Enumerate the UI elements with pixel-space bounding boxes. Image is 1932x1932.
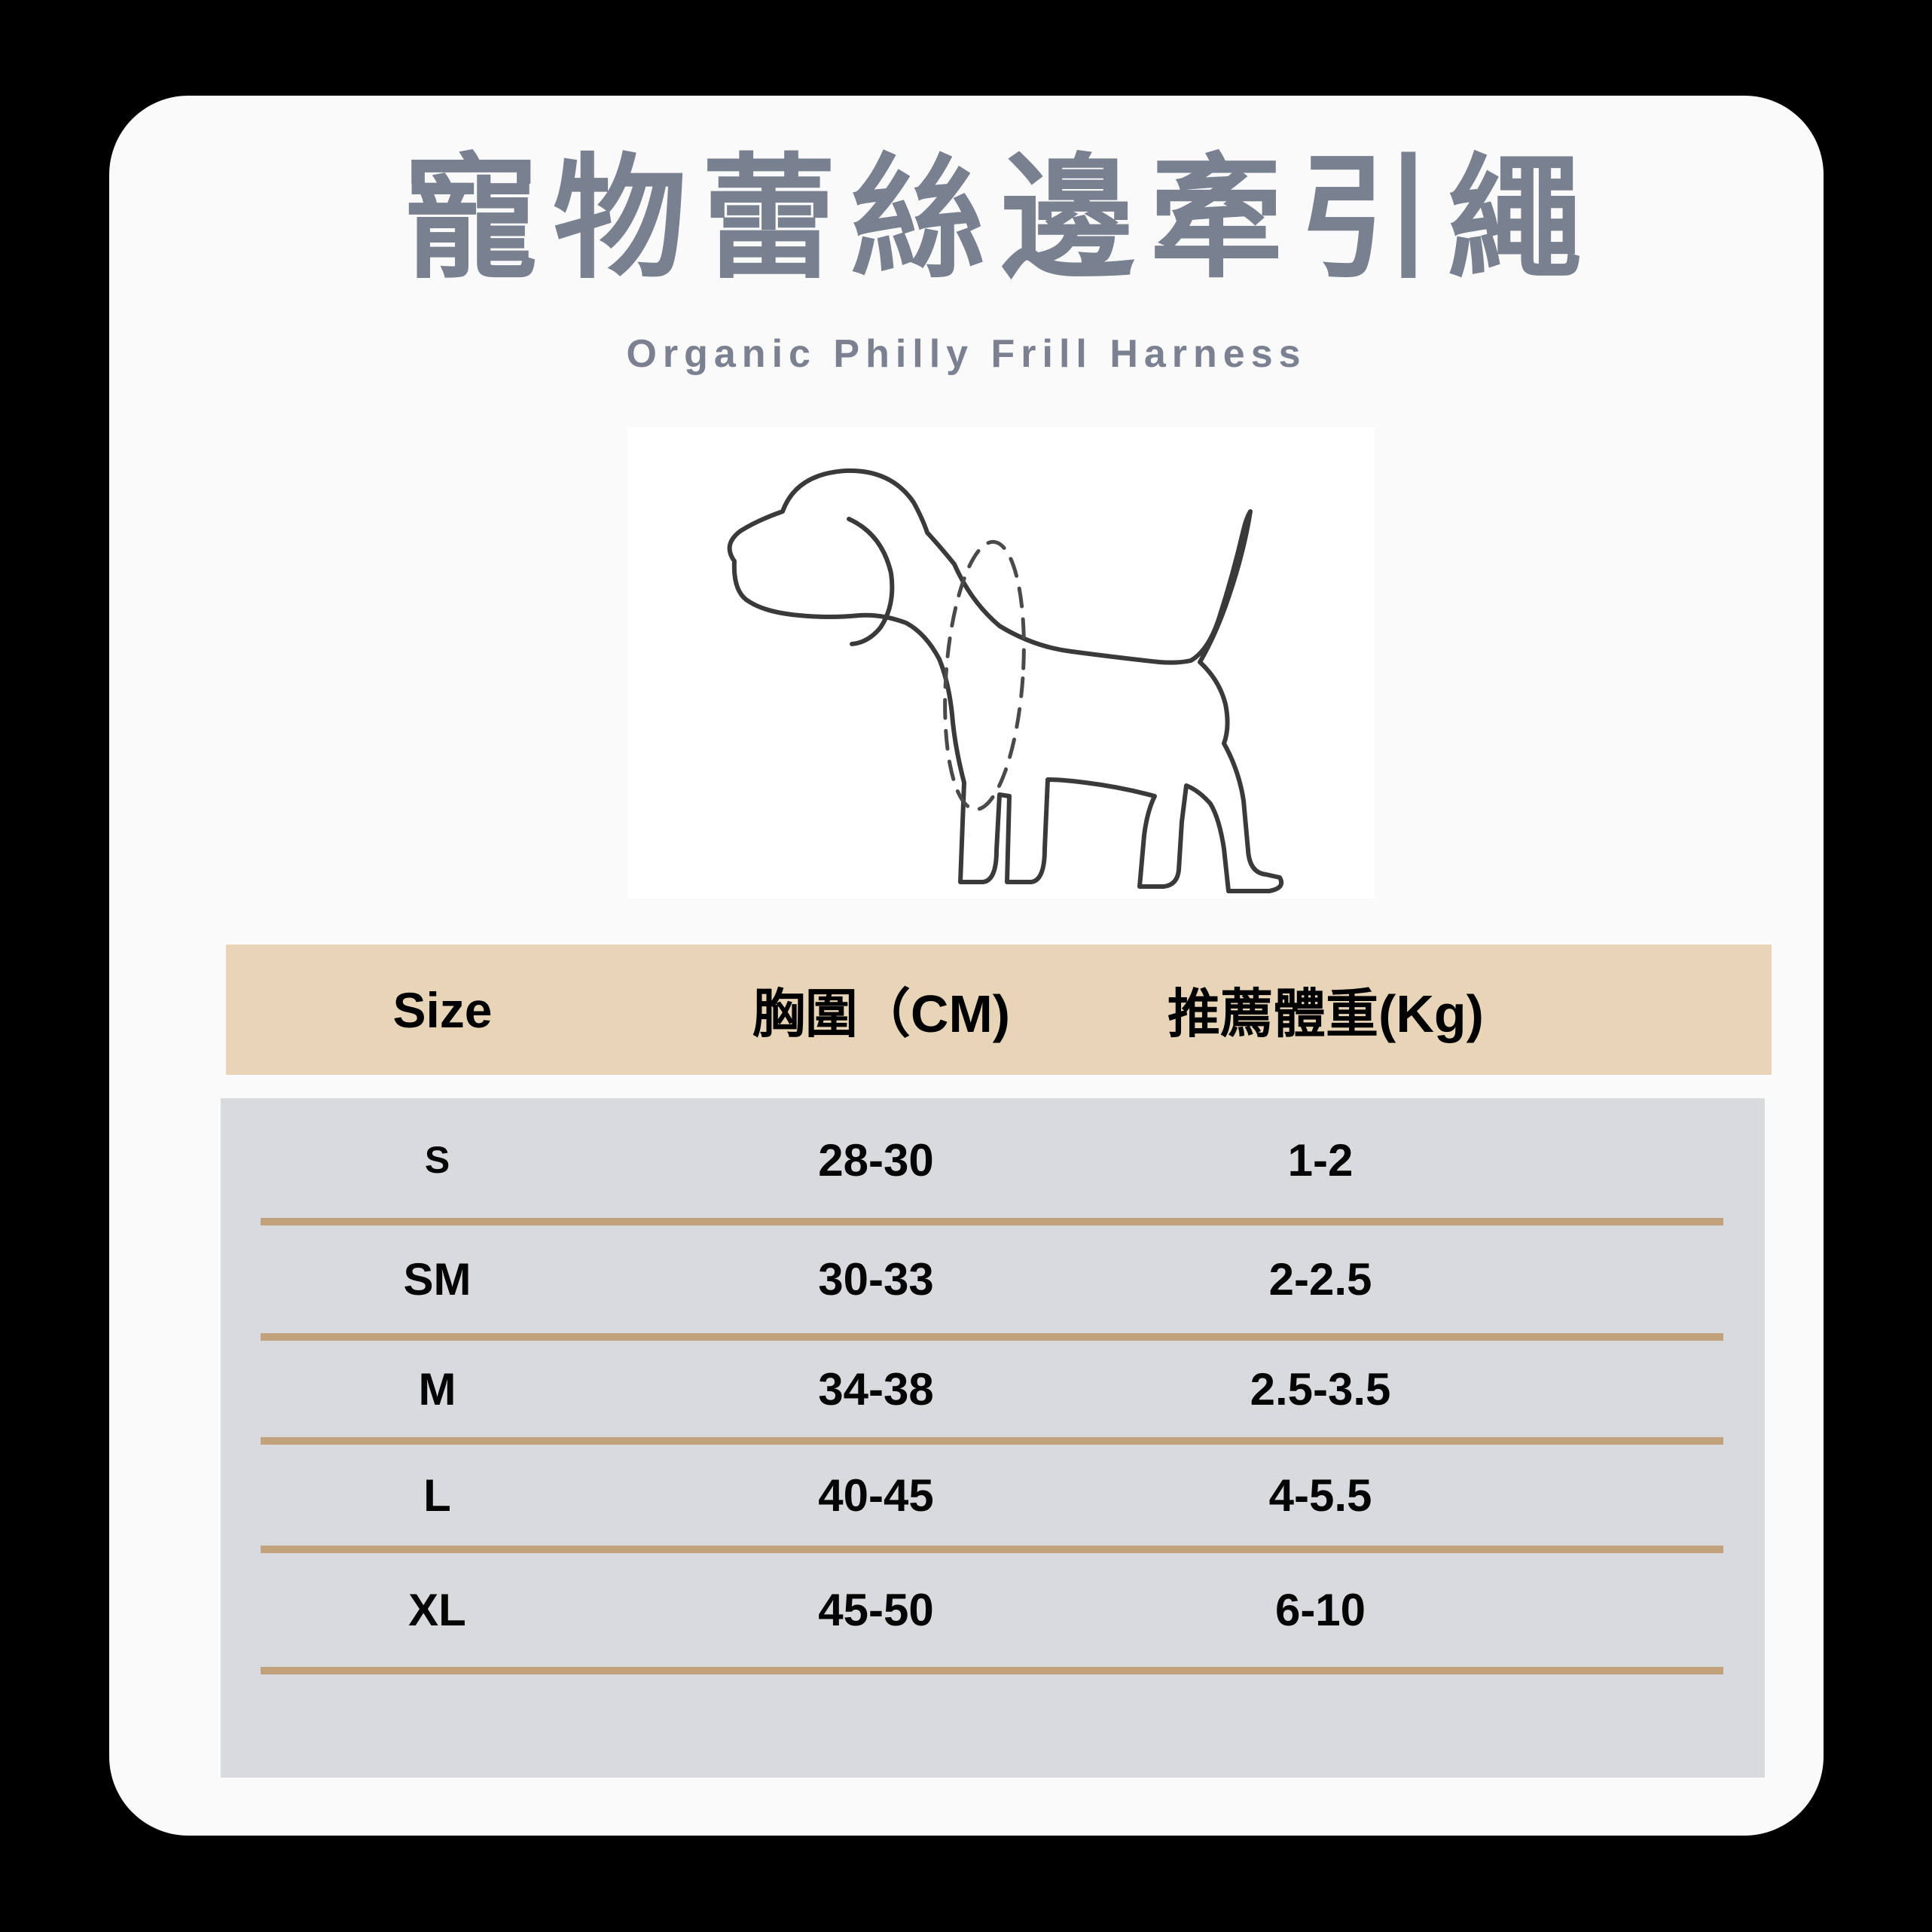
weight-value: 2.5-3.5 [1250, 1363, 1391, 1415]
column-header-size: Size [392, 981, 493, 1038]
size-table-header: Size 胸圍（CM) 推薦體重(Kg) [226, 945, 1772, 1075]
weight-value: 6-10 [1274, 1585, 1366, 1635]
table-row: M 34-38 2.5-3.5 [221, 1337, 1765, 1445]
row-divider [261, 1333, 1723, 1341]
size-value: XL [408, 1585, 466, 1635]
table-row: L 40-45 4-5.5 [221, 1441, 1765, 1553]
chest-value: 45-50 [818, 1585, 934, 1635]
chest-value: 34-38 [818, 1363, 934, 1415]
dog-body-outline [727, 468, 1284, 893]
size-value: M [418, 1363, 456, 1415]
size-table-body: S 28-30 1-2 SM 30-33 2-2.5 M 34-38 2.5-3… [221, 1098, 1765, 1778]
size-value: L [423, 1470, 451, 1521]
size-value: S [424, 1139, 450, 1181]
table-row: S 28-30 1-2 [221, 1098, 1765, 1225]
column-header-chest: 胸圍（CM) [752, 984, 1011, 1043]
row-divider [261, 1667, 1723, 1674]
dog-outline-illustration [727, 468, 1284, 893]
column-header-weight: 推薦體重(Kg) [1167, 984, 1484, 1043]
dog-measurement-illustration [627, 427, 1375, 899]
chest-value: 28-30 [818, 1134, 934, 1186]
chest-value: 40-45 [818, 1470, 934, 1521]
row-divider [261, 1437, 1723, 1445]
column-header-spacer [1548, 945, 1772, 1075]
table-row: SM 30-33 2-2.5 [221, 1222, 1765, 1341]
size-value: SM [403, 1254, 472, 1305]
product-subtitle: Organic Philly Frill Harness [626, 332, 1307, 376]
chest-value: 30-33 [818, 1254, 934, 1305]
row-divider [261, 1546, 1723, 1553]
dog-ear-outline [847, 517, 895, 646]
weight-value: 1-2 [1287, 1134, 1354, 1186]
weight-value: 4-5.5 [1268, 1470, 1372, 1521]
table-row: XL 45-50 6-10 [221, 1549, 1765, 1674]
product-title: 寵物蕾絲邊牽引繩 [404, 144, 1597, 294]
chest-girth-ellipse [943, 539, 1026, 812]
row-divider [261, 1218, 1723, 1225]
weight-value: 2-2.5 [1268, 1254, 1372, 1305]
